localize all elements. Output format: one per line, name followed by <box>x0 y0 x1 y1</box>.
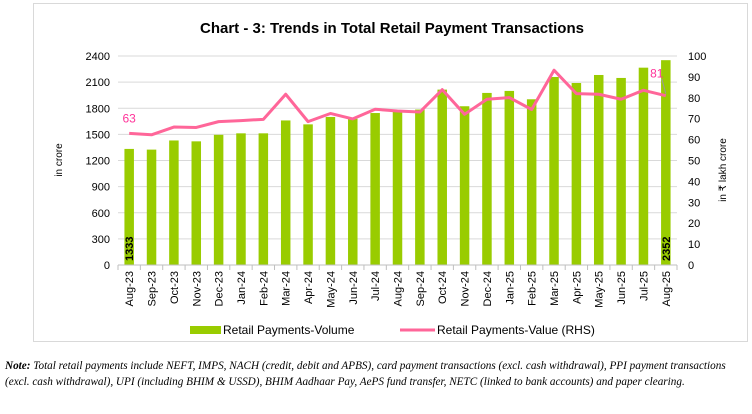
x-tick-label: May-25 <box>594 271 606 308</box>
bar <box>258 133 269 265</box>
x-tick-label: Jan-25 <box>504 271 516 305</box>
bar <box>504 90 515 266</box>
bar <box>549 76 559 265</box>
bar <box>482 92 492 265</box>
y-tick-left: 2100 <box>86 77 110 89</box>
y-axis-label-right: in ₹ lakh crore <box>718 138 729 202</box>
bar <box>661 60 671 266</box>
x-tick-label: Sep-23 <box>147 271 159 306</box>
y-axis-label-left: in crore <box>54 143 65 177</box>
chart-title: Chart - 3: Trends in Total Retail Paymen… <box>200 20 584 37</box>
x-tick-label: Dec-23 <box>214 271 226 306</box>
chart-frame <box>33 3 748 342</box>
data-label-line-first: 63 <box>123 111 137 125</box>
x-tick-label: Nov-23 <box>191 271 203 306</box>
x-tick-label: Jun-24 <box>348 271 360 305</box>
y-tick-right: 30 <box>688 197 700 209</box>
y-tick-right: 80 <box>688 93 700 105</box>
bar <box>191 141 202 265</box>
bar <box>392 110 403 265</box>
data-label-bar-first: 1333 <box>124 237 136 261</box>
y-tick-right: 10 <box>688 239 700 251</box>
bar <box>638 67 649 266</box>
bar <box>370 113 380 265</box>
x-tick-label: Jul-24 <box>370 271 382 301</box>
x-tick-label: Feb-25 <box>527 271 539 306</box>
x-tick-label: Oct-24 <box>437 271 449 304</box>
footnote: Note: Total retail payments include NEFT… <box>5 359 750 390</box>
bar <box>593 74 604 266</box>
y-tick-right: 60 <box>688 135 700 147</box>
y-tick-left: 600 <box>92 208 110 220</box>
bar <box>236 133 246 265</box>
value-line <box>129 68 667 137</box>
legend-swatch-volume <box>190 326 221 334</box>
bar <box>280 120 291 265</box>
y-tick-left: 1200 <box>86 156 110 168</box>
bar <box>124 148 134 265</box>
bar <box>213 134 224 265</box>
note-text: Total retail payments include NEFT, IMPS… <box>5 360 726 388</box>
x-tick-label: Aug-24 <box>393 271 405 306</box>
bar <box>348 118 358 265</box>
y-tick-right: 20 <box>688 218 700 230</box>
x-tick-label: Jul-25 <box>638 271 650 301</box>
bar <box>526 99 537 265</box>
x-tick-label: Apr-24 <box>303 271 315 304</box>
y-tick-right: 40 <box>688 176 700 188</box>
y-tick-left: 900 <box>92 182 110 194</box>
y-tick-left: 300 <box>92 234 110 246</box>
x-tick-label: Sep-24 <box>415 271 427 306</box>
x-tick-label: Nov-24 <box>460 271 472 306</box>
data-label-leader <box>661 78 667 94</box>
x-tick-label: May-24 <box>325 271 337 308</box>
y-tick-right: 70 <box>688 114 700 126</box>
x-tick-label: Mar-25 <box>549 271 561 306</box>
y-tick-left: 1800 <box>86 103 110 115</box>
legend-label-value: Retail Payments-Value (RHS) <box>437 323 595 337</box>
x-tick-label: Mar-24 <box>281 271 293 306</box>
y-tick-left: 0 <box>104 260 110 272</box>
y-tick-right: 50 <box>688 156 700 168</box>
data-label-line-last: 81 <box>650 67 664 81</box>
x-tick-label: Apr-25 <box>571 271 583 304</box>
x-tick-label: Oct-23 <box>169 271 181 304</box>
chart: Chart - 3: Trends in Total Retail Paymen… <box>54 20 729 337</box>
bar <box>459 106 470 265</box>
bar <box>437 89 447 265</box>
bar <box>571 82 582 265</box>
bar <box>146 149 157 265</box>
y-tick-right: 100 <box>688 51 706 63</box>
x-tick-label: Jun-25 <box>616 271 628 305</box>
bar <box>616 77 626 265</box>
bar <box>169 140 179 265</box>
bar <box>303 124 313 266</box>
bar <box>325 116 336 265</box>
x-tick-label: Aug-23 <box>124 271 136 306</box>
data-label-bar-last: 2352 <box>661 237 673 261</box>
y-tick-right: 90 <box>688 72 700 84</box>
y-tick-right: 0 <box>688 260 694 272</box>
bar <box>415 109 425 266</box>
x-tick-label: Dec-24 <box>482 271 494 306</box>
x-tick-label: Feb-24 <box>258 271 270 306</box>
y-tick-left: 2400 <box>86 51 110 63</box>
note-label: Note: <box>5 360 31 372</box>
legend-label-volume: Retail Payments-Volume <box>223 323 355 337</box>
x-tick-label: Aug-25 <box>661 271 673 306</box>
y-tick-left: 1500 <box>86 129 110 141</box>
x-tick-label: Jan-24 <box>236 271 248 305</box>
